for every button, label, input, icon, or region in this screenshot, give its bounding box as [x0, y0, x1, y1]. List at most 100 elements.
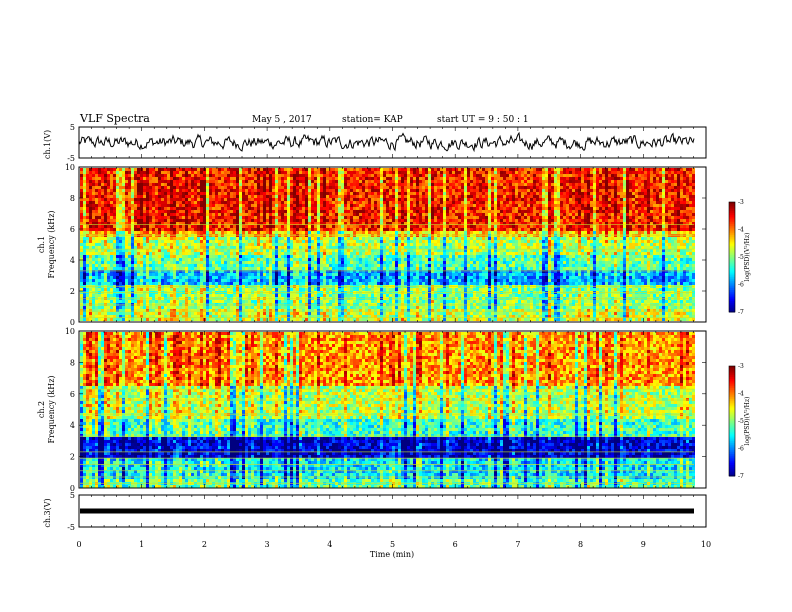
- spectrogram-cell: [296, 171, 299, 174]
- spectrogram-cell: [128, 279, 131, 282]
- spectrogram-cell: [242, 303, 245, 306]
- spectrogram-cell: [137, 306, 140, 309]
- spectrogram-cell: [353, 198, 356, 201]
- spectrogram-cell: [365, 258, 368, 261]
- spectrogram-cell: [290, 171, 293, 174]
- spectrogram-cell: [344, 186, 347, 189]
- spectrogram-cell: [221, 267, 224, 270]
- spectrogram-cell: [272, 252, 275, 255]
- spectrogram-cell: [119, 195, 122, 198]
- spectrogram-cell: [236, 240, 239, 243]
- spectrogram-cell: [116, 267, 119, 270]
- spectrogram-cell: [263, 201, 266, 204]
- spectrogram-cell: [347, 306, 350, 309]
- spectrogram-cell: [365, 252, 368, 255]
- spectrogram-cell: [305, 180, 308, 183]
- spectrogram-cell: [101, 312, 104, 315]
- spectrogram-cell: [269, 288, 272, 291]
- spectrogram-cell: [185, 228, 188, 231]
- spectrogram-cell: [308, 279, 311, 282]
- spectrogram-cell: [101, 252, 104, 255]
- spectrogram-cell: [143, 219, 146, 222]
- spectrogram-cell: [200, 228, 203, 231]
- spectrogram-cell: [206, 207, 209, 210]
- spectrogram-cell: [131, 186, 134, 189]
- spectrogram-cell: [221, 276, 224, 279]
- spectrogram-cell: [119, 312, 122, 315]
- spectrogram-cell: [353, 231, 356, 234]
- spectrogram-cell: [338, 261, 341, 264]
- spectrogram-cell: [347, 267, 350, 270]
- spectrogram-cell: [215, 204, 218, 207]
- spectrogram-cell: [293, 225, 296, 228]
- spectrogram-cell: [269, 261, 272, 264]
- spectrogram-cell: [191, 210, 194, 213]
- spectrogram-cell: [347, 204, 350, 207]
- spectrogram-cell: [95, 318, 98, 321]
- spectrogram-cell: [176, 195, 179, 198]
- spectrogram-cell: [329, 171, 332, 174]
- spectrogram-cell: [362, 168, 365, 171]
- spectrogram-cell: [317, 219, 320, 222]
- spectrogram-cell: [92, 312, 95, 315]
- spectrogram-cell: [173, 237, 176, 240]
- spectrogram-cell: [323, 222, 326, 225]
- spectrogram-cell: [125, 243, 128, 246]
- spectrogram-cell: [86, 315, 89, 318]
- spectrogram-cell: [140, 249, 143, 252]
- spectrogram-cell: [215, 294, 218, 297]
- spectrogram-cell: [188, 204, 191, 207]
- spectrogram-cell: [212, 207, 215, 210]
- spectrogram-cell: [116, 282, 119, 285]
- spectrogram-cell: [140, 231, 143, 234]
- spectrogram-cell: [350, 279, 353, 282]
- spectrogram-cell: [137, 246, 140, 249]
- spectrogram-cell: [197, 306, 200, 309]
- spectrogram-cell: [197, 228, 200, 231]
- spectrogram-cell: [203, 282, 206, 285]
- spectrogram-cell: [155, 222, 158, 225]
- spectrogram-cell: [158, 246, 161, 249]
- spectrogram-cell: [290, 303, 293, 306]
- spectrogram-cell: [269, 294, 272, 297]
- spectrogram-cell: [191, 252, 194, 255]
- spectrogram-cell: [272, 276, 275, 279]
- spectrogram-cell: [137, 177, 140, 180]
- spectrogram-cell: [170, 168, 173, 171]
- spectrogram-cell: [218, 276, 221, 279]
- spectrogram-cell: [197, 192, 200, 195]
- spectrogram-cell: [239, 210, 242, 213]
- spectrogram-cell: [146, 258, 149, 261]
- spectrogram-cell: [329, 213, 332, 216]
- spectrogram-cell: [158, 222, 161, 225]
- spectrogram-cell: [173, 303, 176, 306]
- spectrogram-cell: [353, 243, 356, 246]
- spectrogram-cell: [80, 264, 83, 267]
- spectrogram-cell: [191, 240, 194, 243]
- spectrogram-cell: [227, 282, 230, 285]
- spectrogram-cell: [131, 201, 134, 204]
- spectrogram-cell: [263, 174, 266, 177]
- spectrogram-cell: [359, 204, 362, 207]
- spectrogram-cell: [212, 174, 215, 177]
- spectrogram-cell: [143, 216, 146, 219]
- spectrogram-cell: [80, 222, 83, 225]
- spectrogram-cell: [344, 276, 347, 279]
- spectrogram-cell: [209, 219, 212, 222]
- spectrogram-cell: [263, 183, 266, 186]
- spectrogram-cell: [125, 237, 128, 240]
- spectrogram-cell: [224, 204, 227, 207]
- spectrogram-cell: [209, 273, 212, 276]
- spectrogram-cell: [107, 219, 110, 222]
- spectrogram-cell: [113, 258, 116, 261]
- spectrogram-cell: [203, 210, 206, 213]
- spectrogram-cell: [233, 267, 236, 270]
- spectrogram-cell: [260, 219, 263, 222]
- spectrogram-cell: [230, 186, 233, 189]
- spectrogram-cell: [290, 201, 293, 204]
- spectrogram-cell: [125, 282, 128, 285]
- spectrogram-cell: [257, 279, 260, 282]
- spectrogram-cell: [218, 318, 221, 321]
- spectrogram-cell: [245, 243, 248, 246]
- spectrogram-cell: [245, 228, 248, 231]
